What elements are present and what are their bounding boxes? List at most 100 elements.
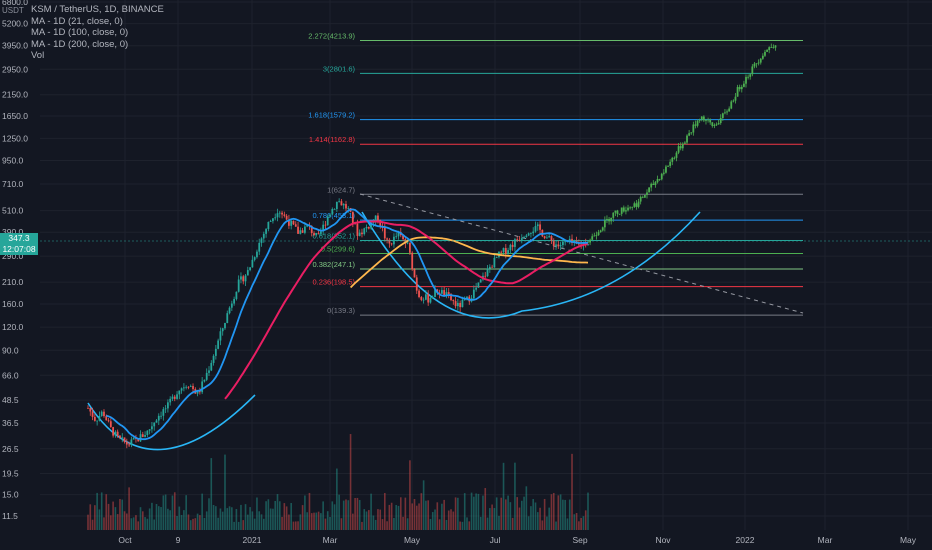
candle-body — [212, 355, 215, 363]
projection-body — [747, 76, 750, 78]
candle-body — [493, 257, 496, 268]
volume-bar — [256, 497, 258, 530]
ma-100-legend[interactable]: MA - 1D (100, close, 0) — [31, 27, 129, 38]
projection-body — [641, 196, 644, 198]
volume-bar — [324, 518, 327, 530]
volume-bar — [326, 511, 329, 530]
projection-body — [759, 58, 762, 63]
projection-body — [724, 112, 726, 114]
volume-bar — [96, 492, 98, 530]
candle-body — [459, 302, 462, 308]
volume-bar — [194, 518, 197, 530]
candle-body — [546, 237, 548, 239]
candle-body — [299, 230, 302, 234]
projection-body — [597, 232, 600, 236]
candle-body — [383, 227, 386, 239]
volume-bar — [292, 521, 295, 530]
volume-bar — [317, 511, 320, 530]
volume-bar — [450, 509, 452, 530]
volume-bar — [384, 492, 386, 530]
legend: KSM / TetherUS, 1D, BINANCE MA - 1D (21,… — [31, 4, 164, 62]
volume-bar — [183, 510, 185, 530]
ma-100-line — [224, 220, 589, 400]
symbol-title[interactable]: KSM / TetherUS, 1D, BINANCE — [31, 4, 164, 15]
candle-body — [210, 362, 213, 371]
projection-body — [614, 210, 617, 213]
candle-body — [516, 239, 519, 241]
volume-bar — [584, 510, 587, 530]
volume-bar — [253, 518, 256, 530]
volume-bar — [342, 500, 345, 530]
candle-body — [561, 241, 564, 246]
volume-bar — [167, 508, 169, 530]
fib-level-label: 1(624.7) — [327, 185, 355, 194]
volume-bar — [532, 499, 535, 530]
volume-bar — [379, 509, 382, 530]
ma-21-legend[interactable]: MA - 1D (21, close, 0) — [31, 15, 123, 27]
volume-bar — [361, 521, 363, 530]
volume-bar — [278, 501, 281, 530]
candle-body — [479, 279, 482, 283]
candle-body — [484, 275, 487, 277]
y-tick-label: 710.0 — [2, 179, 24, 189]
volume-bar — [192, 518, 194, 530]
candle-body — [445, 292, 448, 297]
volume-bar — [265, 501, 267, 530]
volume-bar — [470, 492, 473, 530]
price-axis: 6800.0 5200.0 3950.0 2950.0 2150.0 1650.0 1250… — [2, 0, 28, 521]
candle-body — [324, 224, 327, 226]
volume-bar — [454, 497, 457, 530]
volume-bar — [500, 497, 503, 530]
projection-body — [652, 183, 655, 186]
volume-bar — [409, 460, 411, 530]
volume-bar — [123, 511, 126, 530]
volume-bar — [402, 516, 404, 530]
y-tick-label: 210.0 — [2, 277, 24, 287]
projection-body — [770, 47, 773, 48]
candle-body — [153, 422, 156, 427]
candle-body — [306, 225, 309, 227]
candle-body — [377, 215, 379, 221]
volume-bar — [306, 512, 308, 530]
candle-body — [201, 381, 204, 393]
candle-body — [185, 386, 188, 388]
volume-bar — [121, 499, 124, 530]
volume-bar — [262, 518, 265, 530]
candle-body — [160, 415, 162, 417]
ma-21-line — [106, 208, 589, 441]
candle-body — [409, 242, 411, 253]
volume-bar — [217, 517, 219, 530]
volume-bar — [530, 506, 532, 530]
candle-body — [128, 444, 130, 446]
volume-legend[interactable]: Vol — [31, 50, 45, 61]
candle-body — [511, 244, 514, 247]
ma-200-legend[interactable]: MA - 1D (200, close, 0) — [31, 38, 129, 50]
projection-body — [639, 196, 642, 202]
volume-bar — [429, 518, 432, 530]
volume-bar — [107, 503, 110, 530]
candle-body — [249, 267, 252, 271]
projection-body — [742, 83, 745, 87]
y-tick-label: 6800.0 — [2, 0, 28, 7]
volume-bar — [151, 502, 153, 530]
volume-bar — [331, 501, 334, 530]
candle-body — [167, 402, 169, 409]
volume-bar — [235, 509, 238, 530]
candle-body — [132, 438, 135, 440]
candle-body — [363, 228, 366, 235]
volume-bar — [578, 521, 580, 530]
volume-bar — [94, 505, 96, 530]
candle-body — [347, 207, 350, 209]
y-tick-label: 5200.0 — [2, 19, 28, 29]
volume-bar — [390, 502, 393, 530]
volume-bar — [520, 500, 523, 530]
volume-bar — [153, 519, 156, 530]
candle-body — [397, 232, 400, 237]
volume-bar — [495, 497, 498, 530]
candle-body — [91, 411, 94, 417]
volume-bar — [146, 518, 149, 530]
projection-body — [717, 122, 720, 125]
projection-body — [761, 55, 764, 59]
volume-bar — [363, 509, 366, 530]
